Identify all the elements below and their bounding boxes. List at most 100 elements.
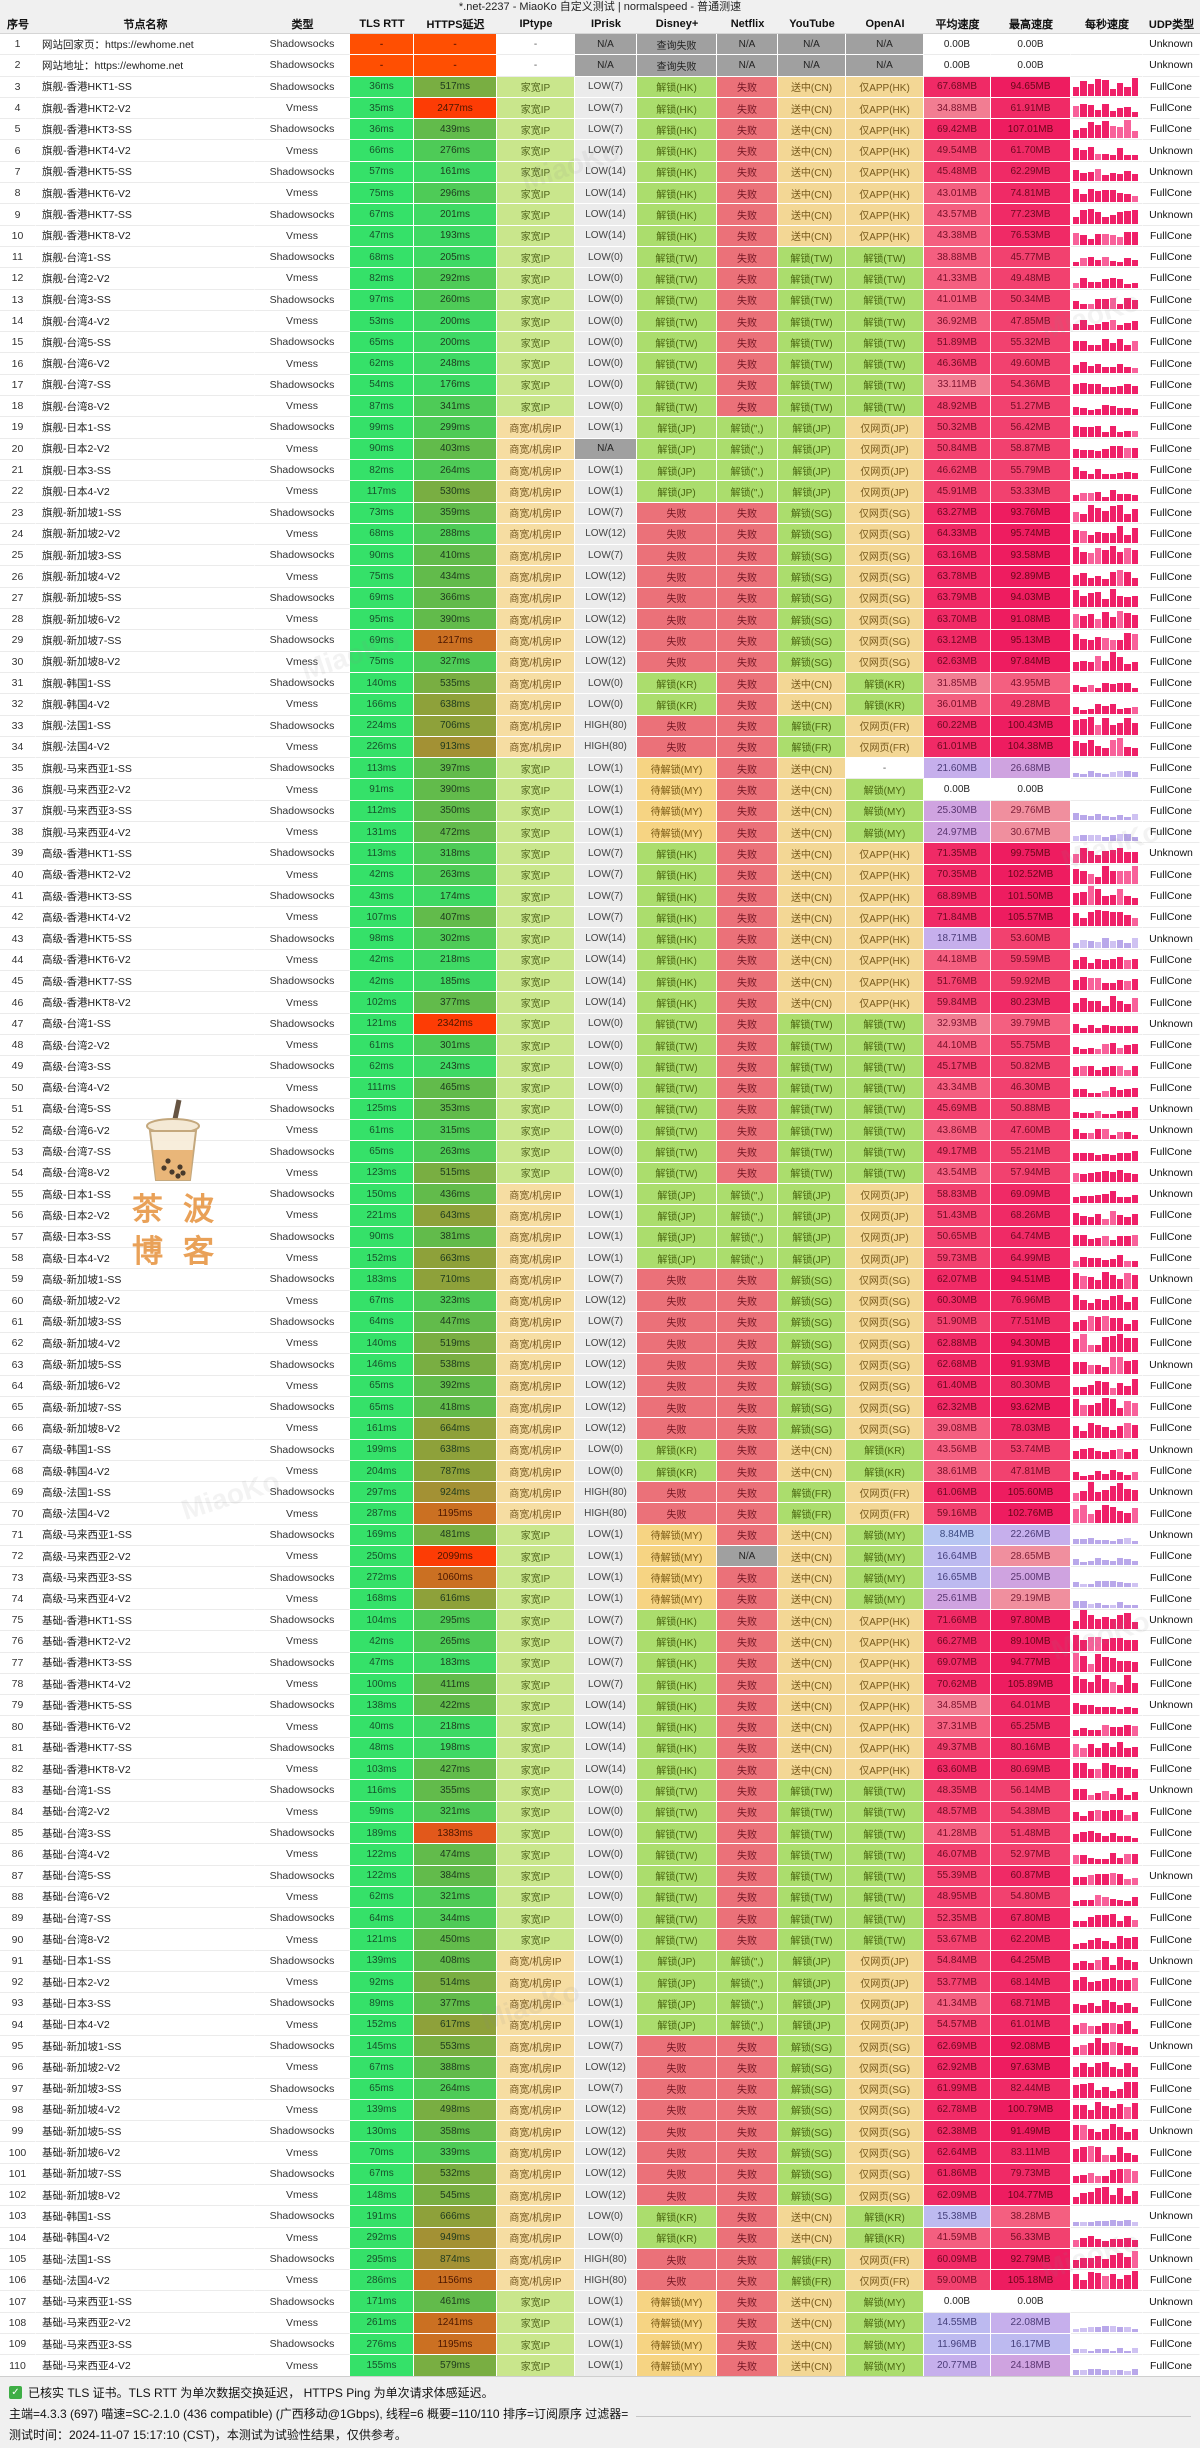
cell-index: 30 [0,651,36,673]
table-row: 12 旗舰-台湾2-V2 Vmess 82ms 292ms 家宽IP LOW(0) 解锁(TW… [0,268,1200,290]
cell-ip-risk: LOW(12) [575,566,637,588]
cell-youtube-status: 解锁(FR) [778,2270,846,2292]
cell-index: 87 [0,1865,36,1887]
cell-tls-rtt: 67ms [350,204,414,226]
cell-avg-speed: 43.86MB [924,1120,991,1142]
cell-disney-status: 失败 [637,545,717,567]
cell-ip-type: 商宽/机房IP [497,694,575,716]
cell-udp-type: FullCone [1143,1588,1200,1610]
speed-bars-chart [1071,1078,1142,1098]
cell-index: 48 [0,1034,36,1057]
cell-max-speed: 94.51MB [991,1269,1071,1291]
cell-ip-risk: LOW(1) [575,779,637,801]
cell-node-name: 旗舰-台湾7-SS [36,374,255,397]
footer-note-2: 主端=4.3.3 (697) 喵速=SC-2.1.0 (436 compatib… [9,2407,629,2421]
cell-avg-speed: 25.30MB [924,800,991,822]
cell-speed-sparkline [1071,864,1143,886]
cell-speed-sparkline [1071,2078,1143,2100]
cell-node-name: 旗舰-法国1-SS [36,715,255,737]
cell-ip-type: 家宽IP [497,928,575,950]
cell-netflix-status: 失败 [717,2035,778,2058]
cell-protocol-type: Vmess [255,2142,350,2164]
cell-ip-risk: LOW(0) [575,268,637,290]
cell-ip-type: 家宽IP [497,1844,575,1866]
cell-youtube-status: 解锁(TW) [778,1077,846,1099]
cell-index: 106 [0,2270,36,2292]
cell-protocol-type: Vmess [255,97,350,120]
cell-speed-sparkline [1071,2355,1143,2377]
cell-avg-speed: 61.99MB [924,2078,991,2100]
cell-index: 41 [0,885,36,908]
cell-disney-status: 待解锁(MY) [637,1546,717,1568]
cell-node-name: 旗舰-韩国1-SS [36,672,255,695]
cell-protocol-type: Vmess [255,1801,350,1823]
table-row: 50 高级-台湾4-V2 Vmess 111ms 465ms 家宽IP LOW(0) 解锁(T… [0,1077,1200,1099]
cell-node-name: 网站回家页：https://ewhome.net [36,34,255,56]
cell-openai-status: 解锁(TW) [846,1056,924,1078]
cell-max-speed: 68.14MB [991,1972,1071,1994]
cell-https-latency: 366ms [414,587,497,610]
cell-disney-status: 解锁(TW) [637,353,717,375]
cell-protocol-type: Vmess [255,2270,350,2292]
speed-bars-chart [1071,2079,1142,2099]
cell-openai-status: 解锁(TW) [846,1929,924,1951]
cell-ip-type: 家宽IP [497,1759,575,1781]
cell-https-latency: 176ms [414,374,497,397]
cell-openai-status: N/A [846,34,924,56]
cell-disney-status: 解锁(HK) [637,843,717,865]
cell-max-speed: 54.80MB [991,1886,1071,1909]
cell-udp-type: FullCone [1143,1822,1200,1845]
cell-youtube-status: 解锁(TW) [778,1886,846,1909]
cell-ip-risk: LOW(1) [575,758,637,780]
cell-index: 35 [0,758,36,780]
cell-youtube-status: 送中(CN) [778,2206,846,2228]
cell-ip-type: 家宽IP [497,2334,575,2356]
table-row: 85 基础-台湾3-SS Shadowsocks 189ms 1383ms 家宽IP LOW… [0,1822,1200,1845]
cell-index: 101 [0,2163,36,2185]
cell-node-name: 高级-香港HKT2-V2 [36,864,255,886]
cell-ip-type: 商宽/机房IP [497,2121,575,2143]
cell-ip-risk: LOW(7) [575,545,637,567]
cell-speed-sparkline [1071,736,1143,759]
cell-avg-speed: 70.35MB [924,864,991,886]
cell-node-name: 基础-日本4-V2 [36,2014,255,2036]
cell-netflix-status: 失败 [717,2312,778,2335]
cell-disney-status: 解锁(HK) [637,119,717,141]
cell-protocol-type: Shadowsocks [255,2291,350,2313]
cell-disney-status: 失败 [637,2099,717,2122]
cell-tls-rtt: 42ms [350,864,414,886]
cell-https-latency: 474ms [414,1844,497,1866]
cell-ip-risk: LOW(0) [575,2227,637,2249]
table-row: 53 高级-台湾7-SS Shadowsocks 65ms 263ms 家宽IP LOW(0… [0,1141,1200,1163]
cell-netflix-status: 失败 [717,1844,778,1866]
cell-max-speed: 69.09MB [991,1184,1071,1206]
cell-udp-type: FullCone [1143,630,1200,652]
cell-protocol-type: Vmess [255,183,350,205]
cell-max-speed: 91.08MB [991,609,1071,631]
cell-youtube-status: 解锁(SG) [778,2057,846,2079]
cell-speed-sparkline [1071,609,1143,631]
speed-bars-chart [1071,1418,1142,1438]
cell-ip-risk: LOW(0) [575,310,637,333]
cell-speed-sparkline [1071,928,1143,950]
cell-openai-status: 解锁(TW) [846,353,924,375]
cell-openai-status: 仅网页(SG) [846,2099,924,2122]
cell-node-name: 网站地址：https://ewhome.net [36,55,255,77]
cell-disney-status: 待解锁(MY) [637,2312,717,2335]
cell-protocol-type: Shadowsocks [255,885,350,908]
cell-tls-rtt: 272ms [350,1567,414,1589]
cell-speed-sparkline [1071,119,1143,141]
cell-ip-type: 商宽/机房IP [497,417,575,439]
cell-index: 96 [0,2057,36,2079]
table-row: 104 基础-韩国4-V2 Vmess 292ms 949ms 商宽/机房IP LOW(0)… [0,2227,1200,2249]
cell-node-name: 旗舰-马来西亚4-V2 [36,821,255,844]
cell-speed-sparkline [1071,1354,1143,1376]
cell-netflix-status: 失败 [717,1929,778,1951]
cell-ip-risk: LOW(12) [575,1354,637,1376]
cell-https-latency: 408ms [414,1950,497,1973]
cell-netflix-status: 失败 [717,2248,778,2271]
cell-https-latency: 617ms [414,2014,497,2036]
table-row: 110 基础-马来西亚4-V2 Vmess 155ms 579ms 家宽IP LOW(1) 待… [0,2355,1200,2377]
cell-index: 9 [0,204,36,226]
cell-node-name: 旗舰-香港HKT2-V2 [36,97,255,120]
